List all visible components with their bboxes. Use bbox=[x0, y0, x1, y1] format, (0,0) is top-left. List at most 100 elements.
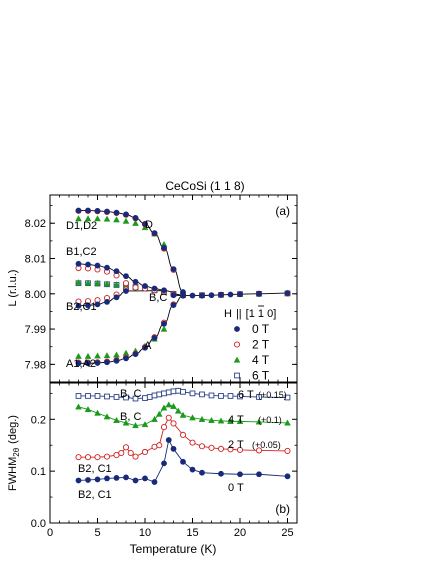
point-a-0T-A bbox=[94, 360, 101, 366]
point-b-4T bbox=[165, 401, 173, 408]
point-b-6T bbox=[161, 390, 167, 397]
annotation-D1D2: D1,D2 bbox=[66, 220, 97, 232]
point-a-0T-B1 bbox=[113, 268, 120, 275]
legend-title-end: 0] bbox=[264, 308, 276, 320]
annotation-b-6T-offset: (+0.15) bbox=[258, 390, 287, 400]
point-a-0T-B,C bbox=[227, 291, 234, 298]
annotation-A: A bbox=[144, 340, 152, 352]
point-b-4T bbox=[113, 416, 120, 423]
point-b-4T bbox=[103, 413, 111, 420]
point-a-0T-B1 bbox=[151, 285, 158, 292]
panel-b-ylabel-main: FWHM bbox=[7, 457, 19, 491]
point-b-4T bbox=[174, 407, 182, 414]
point-a-4T-A bbox=[94, 352, 101, 359]
annotation-b-B2C1-2T: B2, C1 bbox=[78, 463, 112, 475]
point-b-4T bbox=[132, 422, 139, 429]
fit-line-B,C bbox=[173, 292, 288, 297]
point-b-0T bbox=[104, 475, 110, 482]
point-b-2T bbox=[189, 439, 196, 446]
point-b-6T bbox=[165, 389, 172, 396]
point-b-2T bbox=[132, 453, 139, 460]
point-a-4T-B,C bbox=[113, 281, 120, 288]
panel-b-xtick-label: 15 bbox=[186, 527, 198, 539]
point-b-6T bbox=[113, 394, 120, 400]
point-b-6T bbox=[189, 390, 196, 397]
panel-a-ylabel: L (r.l.u.) bbox=[7, 270, 19, 307]
point-b-0T bbox=[199, 469, 205, 476]
point-b-2T bbox=[160, 424, 168, 431]
point-b-2T bbox=[141, 448, 149, 456]
point-a-4T-A bbox=[84, 352, 92, 359]
panel-a-ytick-label: 8.01 bbox=[25, 254, 46, 266]
panel-b-ylabel-sub: 2θ bbox=[12, 447, 21, 456]
point-b-2T bbox=[165, 414, 172, 421]
annotation-b-0T: 0 T bbox=[228, 482, 244, 494]
point-a-0T-D bbox=[151, 230, 158, 237]
panel-b-xtick-label: 10 bbox=[139, 527, 151, 539]
panel-a-ytick-label: 8.00 bbox=[25, 289, 46, 301]
legend-marker-6T bbox=[234, 372, 240, 379]
panel-b-ticks: 0 5 10 15 20 25 0.0 0.1 0.2 bbox=[31, 383, 298, 539]
legend-title-bracket: [ bbox=[246, 308, 249, 320]
point-b-2T bbox=[118, 449, 125, 457]
annotation-B1C2: B1,C2 bbox=[66, 246, 97, 258]
annotation-BC: B,C bbox=[149, 292, 167, 304]
point-a-0T-C1 bbox=[94, 301, 101, 308]
legend-title-rest: 1 bbox=[258, 308, 264, 320]
panel-a-ytick-label: 8.02 bbox=[25, 218, 46, 230]
point-a-4T-A bbox=[113, 351, 120, 358]
point-b-0T bbox=[142, 475, 148, 482]
point-a-0T-D bbox=[94, 207, 101, 214]
legend-title-one-bar: 1 bbox=[249, 308, 255, 320]
annotation-b-BC-4T: B, C bbox=[120, 411, 141, 423]
point-b-6T bbox=[94, 393, 101, 399]
point-b-6T bbox=[199, 391, 205, 398]
point-a-0T-B,C bbox=[208, 292, 215, 299]
annotation-b-BC-6T: B, C bbox=[120, 388, 141, 400]
point-b-6T bbox=[104, 393, 110, 400]
point-b-0T bbox=[151, 479, 158, 485]
point-a-0T-B,C bbox=[199, 292, 205, 299]
point-b-4T bbox=[198, 415, 206, 422]
point-b-6T bbox=[151, 392, 158, 399]
point-b-6T bbox=[142, 395, 148, 401]
annotation-D: D bbox=[145, 219, 153, 231]
point-b-2T bbox=[156, 442, 163, 449]
point-b-0T bbox=[132, 477, 139, 484]
point-b-2T bbox=[208, 444, 215, 451]
point-a-0T-B,C bbox=[218, 291, 224, 298]
point-b-2T bbox=[284, 447, 291, 454]
point-b-6T bbox=[256, 394, 262, 400]
point-a-0T-B,C bbox=[189, 292, 196, 299]
panel-b-label: (b) bbox=[275, 502, 290, 516]
panel-a-title: CeCoSi (1 1 8) bbox=[165, 179, 244, 193]
point-b-2T bbox=[227, 446, 234, 453]
point-b-0T bbox=[165, 437, 172, 443]
point-b-0T bbox=[218, 470, 224, 477]
legend-items: 0 T 2 T4 T 6 T bbox=[233, 322, 270, 383]
legend-title: H || [1 1 0] bbox=[224, 308, 276, 320]
legend-label-6T: 6 T bbox=[252, 369, 270, 383]
point-a-0T-D bbox=[170, 266, 177, 272]
panel-a-markers bbox=[75, 207, 291, 367]
point-b-2T bbox=[84, 454, 92, 461]
panel-b-ylabel: FWHM2θ (deg.) bbox=[7, 415, 21, 491]
point-a-0T-B1 bbox=[104, 264, 110, 271]
point-a-0T-D bbox=[161, 245, 167, 251]
point-b-0T bbox=[237, 471, 243, 478]
point-a-0T-B1 bbox=[123, 273, 129, 280]
annotation-b-2T-offset: (+0.05) bbox=[252, 440, 281, 450]
point-a-2T-B,C bbox=[132, 284, 139, 291]
point-b-2T bbox=[122, 444, 130, 451]
point-b-6T bbox=[218, 393, 224, 399]
point-a-0T-B1 bbox=[132, 278, 139, 285]
point-b-6T bbox=[227, 393, 234, 399]
point-b-6T bbox=[284, 394, 291, 401]
point-b-2T bbox=[217, 445, 225, 452]
point-b-4T bbox=[208, 416, 215, 423]
legend-marker-2T bbox=[233, 341, 241, 348]
annotation-b-B2C1-0T: B2, C1 bbox=[78, 489, 112, 501]
annotation-b-4T: 4 T bbox=[228, 414, 244, 426]
legend-label-4T: 4 T bbox=[252, 353, 270, 367]
